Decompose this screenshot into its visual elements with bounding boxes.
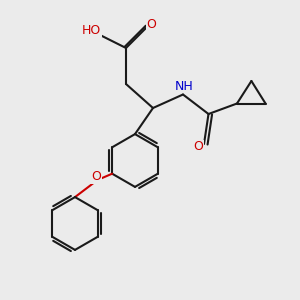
Text: O: O bbox=[147, 17, 156, 31]
Text: O: O bbox=[91, 170, 101, 184]
Text: NH: NH bbox=[175, 80, 194, 93]
Text: O: O bbox=[193, 140, 203, 154]
Text: HO: HO bbox=[82, 23, 101, 37]
